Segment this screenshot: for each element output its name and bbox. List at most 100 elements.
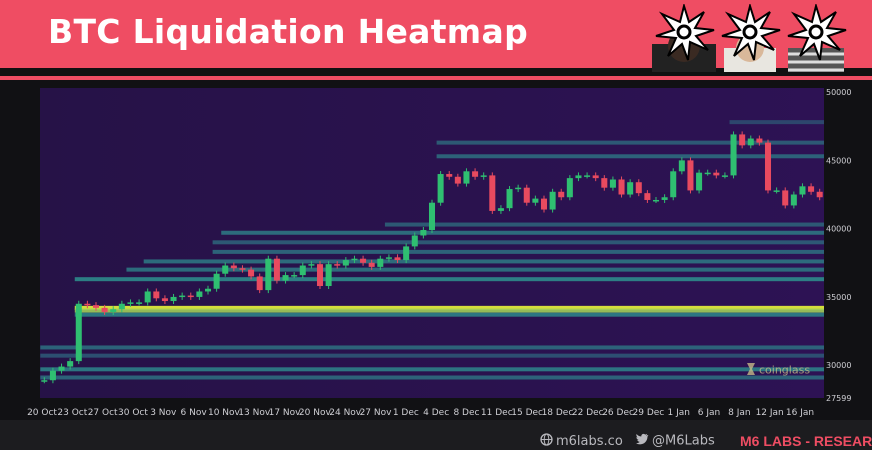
price-candle xyxy=(790,194,797,206)
price-candle xyxy=(532,198,539,203)
y-tick-label: 45000 xyxy=(826,156,851,165)
price-candle xyxy=(144,291,151,303)
price-candle xyxy=(687,160,694,191)
price-candle xyxy=(161,298,168,302)
x-tick-label: 20 Nov xyxy=(299,408,332,418)
price-candle xyxy=(136,302,143,304)
liquidation-band xyxy=(74,277,825,282)
footer-website[interactable]: m6labs.co xyxy=(540,433,623,450)
twitter-icon xyxy=(636,433,649,449)
footer-brand: M6 LABS - RESEARCH xyxy=(740,433,872,449)
price-candle xyxy=(808,186,815,192)
price-candle xyxy=(601,178,608,188)
price-candle xyxy=(756,138,763,143)
price-candle xyxy=(816,191,823,198)
liquidation-band xyxy=(143,259,824,264)
liquidation-band xyxy=(74,305,825,310)
price-candle xyxy=(196,291,203,297)
price-candle xyxy=(204,288,212,292)
twitter-text: @M6Labs xyxy=(652,433,715,449)
y-tick-label: 35000 xyxy=(826,293,851,302)
price-candle xyxy=(67,361,74,367)
x-tick-label: 11 Dec xyxy=(481,408,513,418)
footer-twitter[interactable]: @M6Labs xyxy=(636,433,715,449)
price-candle xyxy=(696,172,703,191)
price-candle xyxy=(325,264,332,287)
price-candle xyxy=(273,258,280,281)
y-tick-label: 50000 xyxy=(826,88,851,97)
x-tick-label: 10 Nov xyxy=(208,408,241,418)
banner-stripe xyxy=(0,68,872,76)
price-candle xyxy=(661,197,668,200)
liquidation-band xyxy=(729,120,824,125)
price-candle xyxy=(84,303,91,306)
price-candle xyxy=(127,302,134,304)
avatar-icon xyxy=(787,4,847,72)
price-candle xyxy=(497,208,504,211)
price-candle xyxy=(153,291,160,299)
x-tick-label: 6 Nov xyxy=(181,408,208,418)
price-candle xyxy=(480,175,487,177)
price-candle xyxy=(584,175,591,177)
y-tick-label: 30000 xyxy=(826,361,851,370)
x-tick-label: 30 Oct xyxy=(118,408,148,418)
price-candle xyxy=(170,296,177,302)
price-candle xyxy=(627,182,634,195)
page-title: BTC Liquidation Heatmap xyxy=(48,12,528,51)
liquidation-band xyxy=(221,230,824,235)
banner-line xyxy=(0,76,872,80)
website-text: m6labs.co xyxy=(556,434,623,449)
price-candle xyxy=(265,258,272,291)
price-candle xyxy=(463,171,470,184)
price-candle xyxy=(291,275,298,277)
price-candle xyxy=(308,264,315,266)
price-candle xyxy=(549,191,556,210)
price-candle xyxy=(523,187,530,203)
liquidation-heatmap-chart: 20 Oct 23 Oct 27 Oct 30 Oct 3 Nov 6 Nov 10 Nov… xyxy=(27,88,851,418)
x-tick-label: 16 Jan xyxy=(786,408,814,418)
coinglass-logo-icon xyxy=(746,362,756,379)
x-tick-label: 29 Dec xyxy=(633,408,665,418)
liquidation-band xyxy=(74,312,825,317)
liquidation-band xyxy=(40,367,825,372)
price-candle xyxy=(644,193,651,200)
price-candle xyxy=(239,268,246,270)
price-candle xyxy=(540,198,548,210)
watermark-text: coinglass xyxy=(759,363,811,377)
price-candle xyxy=(773,190,780,192)
price-candle xyxy=(377,258,384,267)
price-candle xyxy=(446,174,453,177)
x-tick-label: 6 Jan xyxy=(698,408,720,418)
liquidation-band xyxy=(74,308,825,313)
price-candle xyxy=(575,175,582,179)
price-candle xyxy=(566,178,573,198)
price-candle xyxy=(652,199,660,202)
price-candle xyxy=(609,179,616,188)
x-tick-label: 1 Dec xyxy=(393,408,419,418)
liquidation-band xyxy=(40,375,825,380)
footer xyxy=(0,420,872,450)
price-candle xyxy=(118,303,125,310)
price-candle xyxy=(506,189,513,209)
price-candle xyxy=(420,230,427,236)
coinglass-watermark: coinglass xyxy=(746,362,810,379)
price-candle xyxy=(592,175,599,179)
price-candle xyxy=(248,269,255,277)
price-candle xyxy=(670,171,677,198)
x-tick-label: 20 Oct xyxy=(27,408,57,418)
x-tick-label: 1 Jan xyxy=(667,408,689,418)
price-candle xyxy=(58,366,65,371)
price-candle xyxy=(764,142,772,191)
price-candle xyxy=(428,202,436,231)
price-candle xyxy=(179,295,186,298)
price-candle xyxy=(110,309,117,312)
price-candle xyxy=(489,175,496,211)
liquidation-band xyxy=(212,240,825,245)
x-tick-label: 22 Dec xyxy=(572,408,604,418)
liquidation-band xyxy=(436,154,824,159)
x-tick-label: 15 Dec xyxy=(511,408,543,418)
avatar-icon xyxy=(652,4,716,72)
price-candle xyxy=(635,182,642,194)
liquidation-band xyxy=(384,222,824,227)
price-candle xyxy=(782,190,789,206)
